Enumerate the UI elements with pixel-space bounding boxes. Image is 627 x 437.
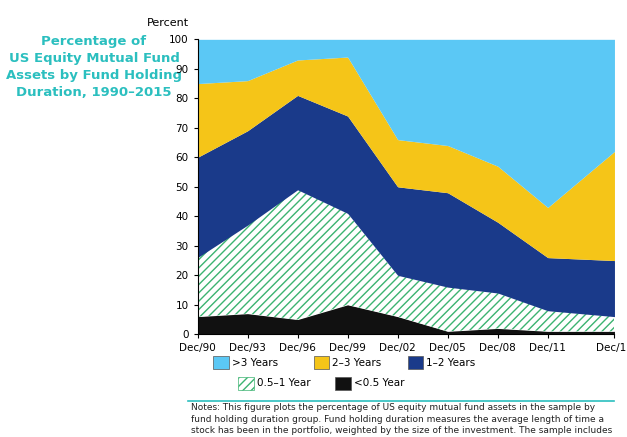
- Text: Percentage of
US Equity Mutual Fund
Assets by Fund Holding
Duration, 1990–2015: Percentage of US Equity Mutual Fund Asse…: [6, 35, 182, 99]
- Bar: [408, 356, 423, 369]
- Text: 2–3 Years: 2–3 Years: [332, 358, 382, 368]
- Text: 0.5–1 Year: 0.5–1 Year: [257, 378, 311, 388]
- Text: Notes: This figure plots the percentage of US equity mutual fund assets in the s: Notes: This figure plots the percentage …: [191, 403, 613, 437]
- Bar: [213, 356, 229, 369]
- Text: <0.5 Year: <0.5 Year: [354, 378, 405, 388]
- Bar: [314, 356, 329, 369]
- Bar: [335, 377, 351, 390]
- Text: 1–2 Years: 1–2 Years: [426, 358, 476, 368]
- Bar: [238, 377, 254, 390]
- Text: >3 Years: >3 Years: [232, 358, 278, 368]
- Y-axis label: Percent: Percent: [147, 17, 189, 28]
